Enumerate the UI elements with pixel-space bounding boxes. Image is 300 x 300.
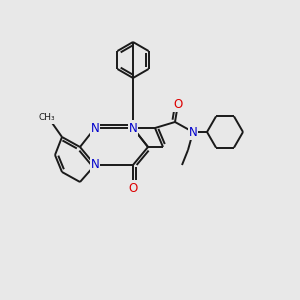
Text: O: O [128,182,138,194]
Text: O: O [173,98,183,110]
Text: CH₃: CH₃ [39,113,55,122]
Text: N: N [129,122,137,134]
Text: N: N [91,122,99,134]
Text: N: N [91,158,99,172]
Text: N: N [189,125,197,139]
